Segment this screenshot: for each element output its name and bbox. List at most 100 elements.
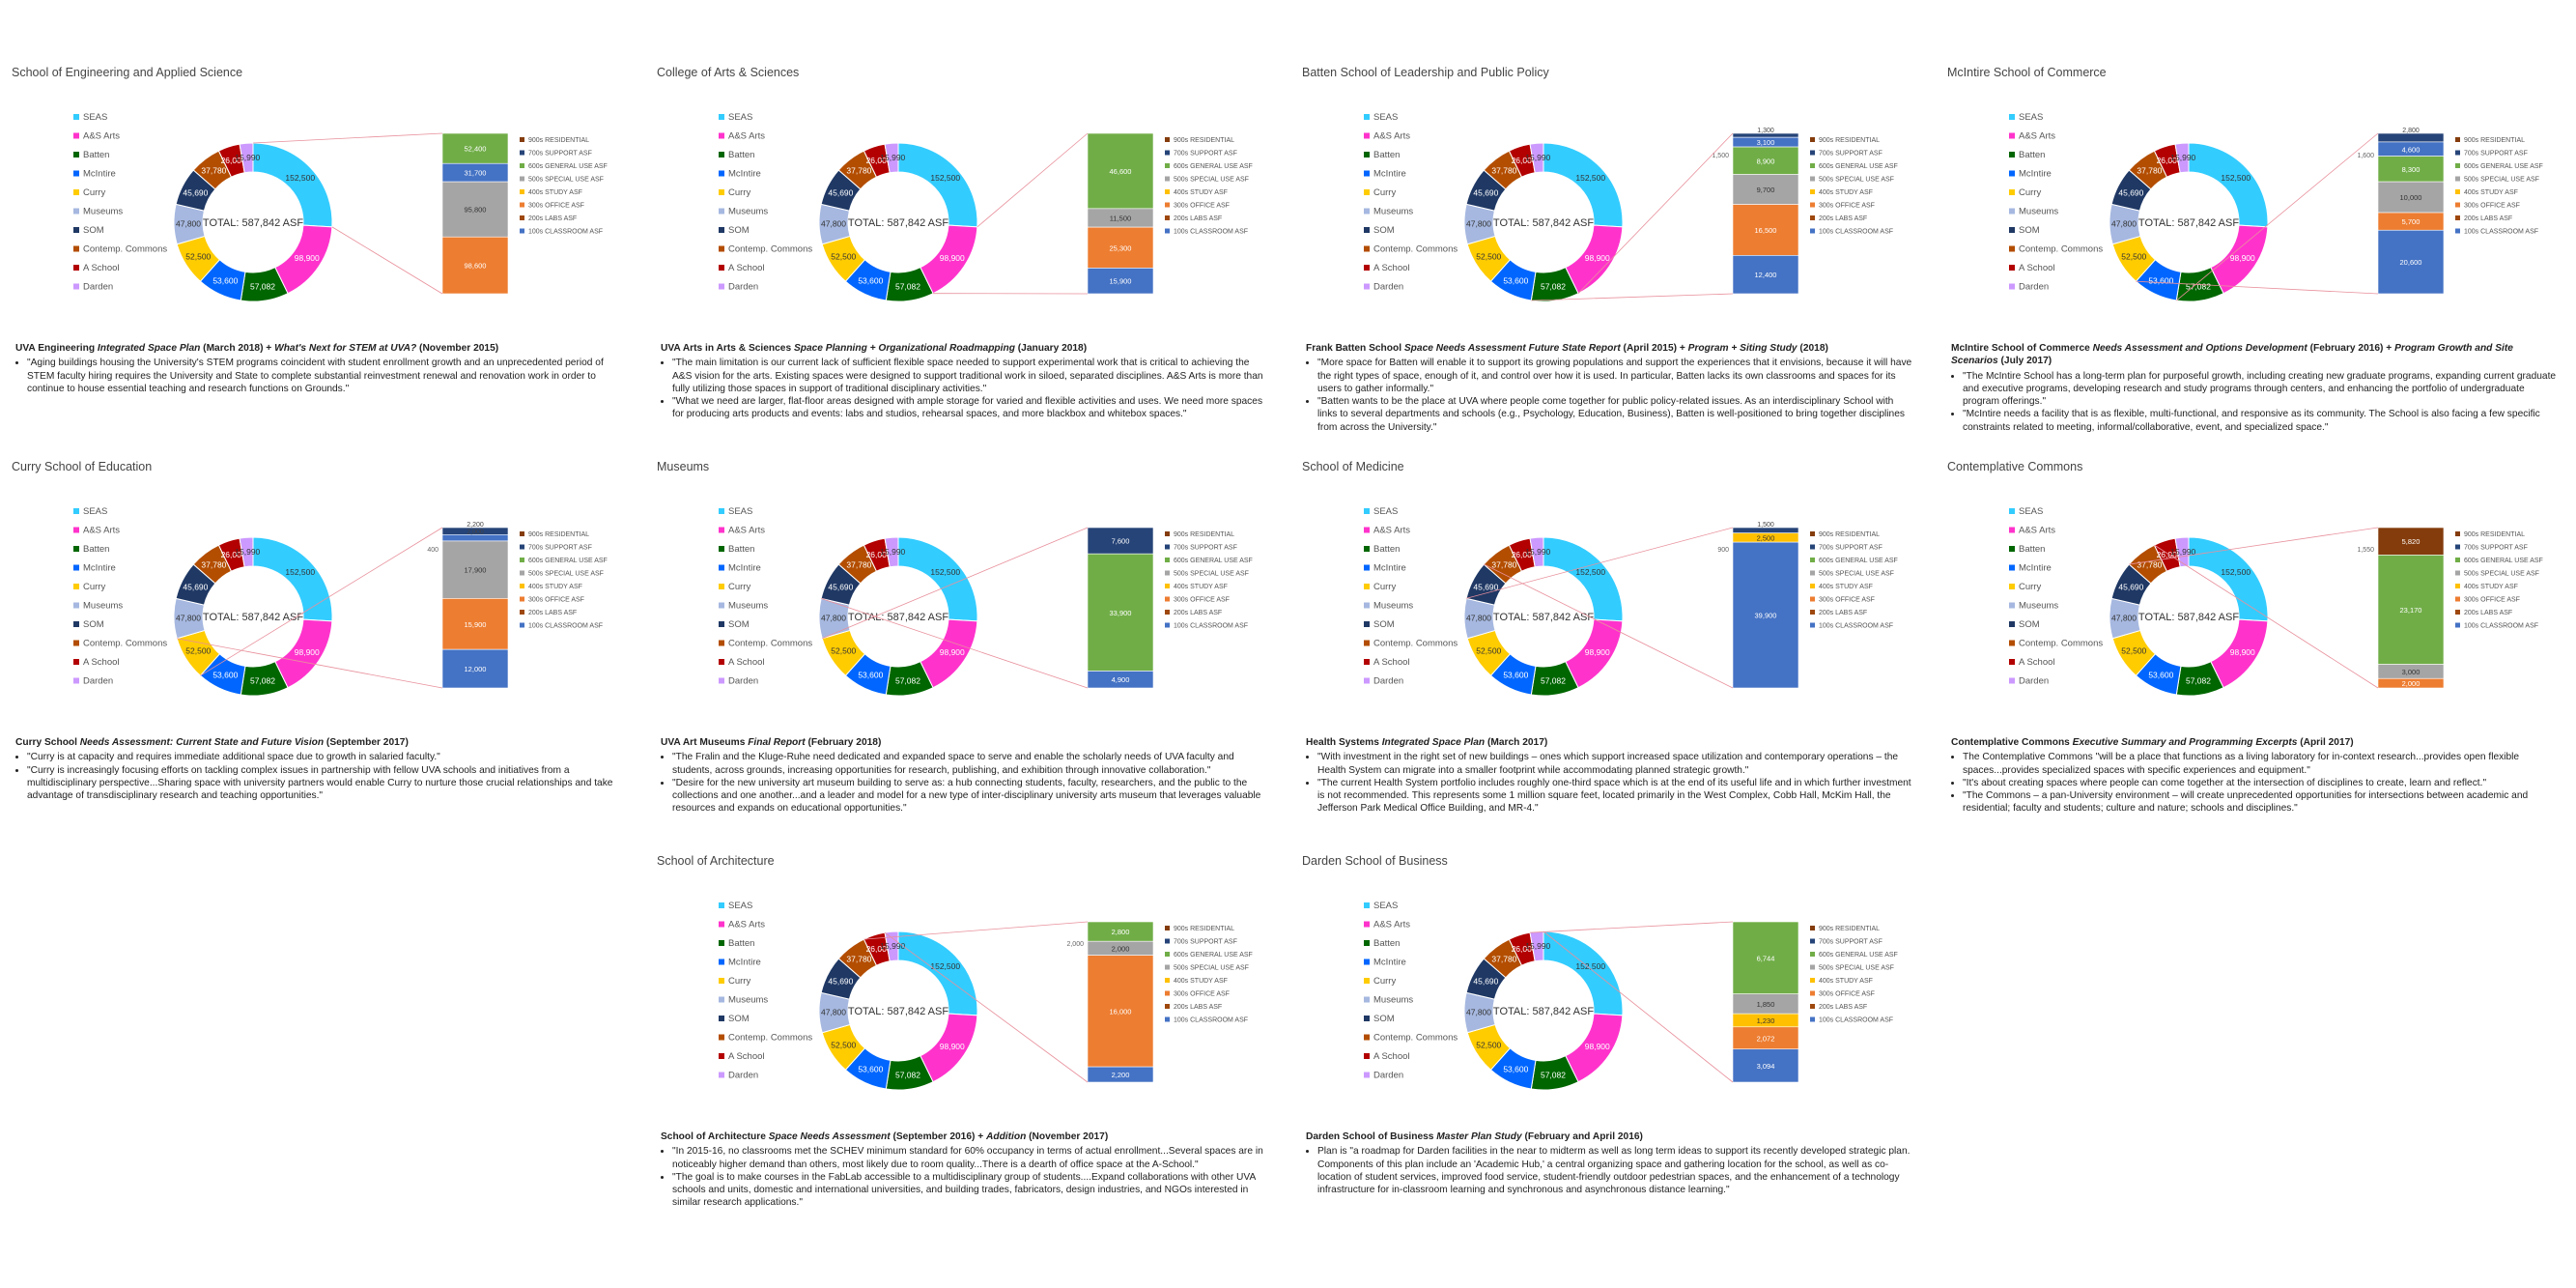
source-heading-part: Needs Assessment: Current State and Futu… <box>79 737 325 748</box>
legend-label: SEAS <box>1373 901 1398 911</box>
detail-value-label: 4,600 <box>2402 145 2420 154</box>
legend-label: A&S Arts <box>728 920 765 930</box>
donut-slice <box>897 536 978 622</box>
legend-label: SOM <box>2019 225 2040 236</box>
detail-side-label: 1,600 <box>2357 153 2374 159</box>
detail-value-label: 1,300 <box>1757 128 1774 134</box>
connector-line <box>821 597 1089 689</box>
legend-swatch <box>1364 978 1370 984</box>
legend-swatch <box>73 564 79 571</box>
chart-panel: Batten School of Leadership and Public P… <box>1302 66 1920 452</box>
detail-legend-swatch <box>520 228 524 234</box>
legend-swatch <box>2009 283 2015 290</box>
detail-legend-label: 400s STUDY ASF <box>1174 584 1228 590</box>
slice-value-label: 26,000 <box>1512 944 1537 954</box>
detail-side-label: 1,550 <box>2357 547 2374 554</box>
legend-swatch <box>719 959 724 965</box>
detail-legend-swatch <box>1810 938 1815 944</box>
quote-list: "The Fralin and the Kluge-Ruhe need dedi… <box>661 751 1269 815</box>
legend-label: SEAS <box>728 112 752 123</box>
legend-swatch <box>2009 208 2015 215</box>
donut-center-label: TOTAL: 587,842 ASF <box>848 612 948 623</box>
slice-value-label: 98,900 <box>1585 1042 1610 1051</box>
slice-value-label: 52,500 <box>831 252 856 262</box>
source-description: Frank Batten School Space Needs Assessme… <box>1306 342 1914 434</box>
donut-slice <box>239 536 254 568</box>
detail-legend-label: 700s SUPPORT ASF <box>1819 545 1882 552</box>
quote-item: "The current Health System portfolio inc… <box>1317 777 1914 816</box>
detail-legend-swatch <box>2455 215 2460 220</box>
detail-bar-segment <box>2377 677 2445 689</box>
detail-legend-swatch <box>520 544 524 550</box>
detail-legend-label: 700s SUPPORT ASF <box>2464 545 2528 552</box>
legend-label: Darden <box>728 1071 758 1081</box>
legend-label: Contemp. Commons <box>1373 244 1458 255</box>
legend-swatch <box>1364 940 1370 946</box>
source-heading-part: Space Needs Assessment Future State Repo… <box>1403 343 1621 354</box>
quote-item: "McIntire needs a facility that is as fl… <box>1963 408 2560 434</box>
detail-value-label: 8,900 <box>1757 157 1775 165</box>
legend-label: Contemp. Commons <box>83 639 167 649</box>
detail-legend-swatch <box>2455 531 2460 536</box>
quote-list: "In 2015-16, no classrooms met the SCHEV… <box>661 1145 1269 1209</box>
detail-legend-swatch <box>1810 978 1815 983</box>
connector-line <box>2154 544 2379 689</box>
chart-panel: McIntire School of Commerce SEAS A&S Arts B… <box>1947 66 2565 452</box>
detail-legend-swatch <box>1810 558 1815 562</box>
slice-value-label: 52,500 <box>831 646 856 656</box>
connector-line <box>2176 132 2379 301</box>
detail-bar-segment <box>1732 1048 1799 1083</box>
legend-swatch <box>1364 208 1370 215</box>
quote-item: Plan is "a roadmap for Darden facilities… <box>1317 1145 1914 1196</box>
detail-legend-swatch <box>1165 622 1170 628</box>
donut-chart: SEAS A&S Arts Batten McIntire Curry Museums SO… <box>73 506 608 697</box>
slice-value-label: 45,690 <box>828 976 853 986</box>
slice-value-label: 98,900 <box>940 253 965 263</box>
slice-value-label: 52,500 <box>1476 252 1501 262</box>
donut-slice <box>897 142 978 228</box>
legend-swatch <box>1364 508 1370 514</box>
legend-label: Museums <box>1373 207 1413 217</box>
legend-swatch <box>719 527 724 533</box>
detail-legend-swatch <box>2455 570 2460 576</box>
legend-label: Darden <box>83 282 113 293</box>
detail-value-label: 16,000 <box>1110 1007 1132 1016</box>
legend-label: SOM <box>1373 225 1395 236</box>
legend-label: McIntire <box>1373 169 1406 180</box>
detail-side-label: 2,000 <box>1066 941 1084 948</box>
legend-label: SOM <box>1373 1014 1395 1024</box>
donut-slice <box>2188 142 2269 228</box>
legend-label: Batten <box>2019 544 2045 555</box>
legend-swatch <box>73 546 79 552</box>
detail-value-label: 5,700 <box>2402 217 2420 226</box>
donut-chart: SEAS A&S Arts Batten McIntire Curry Museums SO… <box>719 901 1253 1091</box>
legend-swatch <box>719 621 724 627</box>
detail-value-label: 17,900 <box>465 566 487 575</box>
legend-swatch <box>719 677 724 684</box>
slice-value-label: 57,082 <box>1541 1070 1566 1079</box>
detail-legend-swatch <box>2455 596 2460 602</box>
legend-label: Curry <box>83 582 105 592</box>
source-heading-part: (November 2017) <box>1026 1131 1109 1142</box>
detail-bar-segment <box>441 236 509 295</box>
donut-slice <box>252 142 333 228</box>
legend-swatch <box>719 1034 724 1041</box>
legend-label: McIntire <box>728 563 761 574</box>
detail-legend-swatch <box>1810 228 1815 234</box>
legend-label: Contemp. Commons <box>2019 639 2103 649</box>
legend-label: Museums <box>83 207 123 217</box>
detail-legend-swatch <box>1165 938 1170 944</box>
chart-panel: Museums SEAS A&S Arts Batten McIntire Curry Mu… <box>657 460 1275 846</box>
slice-value-label: 98,900 <box>2230 647 2255 657</box>
source-heading: School of Architecture Space Needs Asses… <box>661 1131 1269 1143</box>
slice-value-label: 37,780 <box>2137 166 2162 176</box>
slice-value-label: 15,990 <box>235 153 260 162</box>
slice-value-label: 37,780 <box>201 560 226 570</box>
source-heading-part: School of Architecture <box>661 1131 769 1142</box>
legend-label: A&S Arts <box>2019 131 2055 142</box>
legend-swatch <box>1364 189 1370 195</box>
legend-label: Batten <box>83 544 109 555</box>
panel-title: School of Architecture <box>657 854 775 868</box>
legend-label: A&S Arts <box>1373 526 1410 536</box>
legend-label: Contemp. Commons <box>1373 639 1458 649</box>
